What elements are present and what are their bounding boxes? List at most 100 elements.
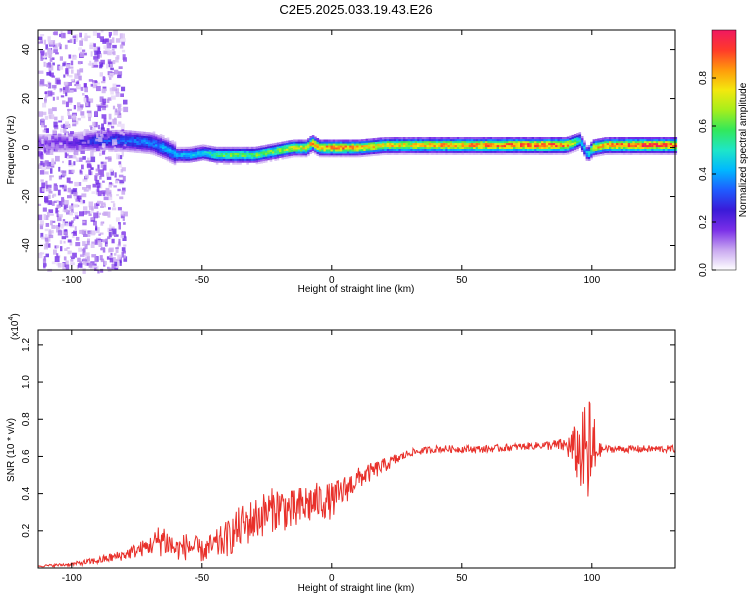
spectrogram-cell [302,145,305,148]
spectrogram-cell [66,142,69,145]
spectrogram-cell [286,144,289,147]
spectrogram-cell [89,142,93,145]
spectrogram-cell [639,146,642,149]
spectrogram-cell [111,87,116,91]
spectrogram-cell [133,138,137,141]
spectrogram-cell [150,152,153,155]
spectrogram-cell [54,136,57,139]
spectrogram-cell [234,160,238,163]
spectrogram-cell [580,138,584,141]
spectrogram-cell [86,240,90,246]
spectrogram-cell [555,139,558,142]
spectrogram-cell [386,144,390,148]
spectrogram-cell [176,152,179,155]
spectrogram-cell [49,175,54,178]
spectrogram-cell [307,140,310,143]
spectrogram-cell [534,137,537,140]
snr-y-ticks: 0.20.40.60.81.01.2 [21,337,675,538]
spectrogram-cell [616,142,619,146]
spectrogram-cell [116,194,119,197]
spectrogram-cell [272,145,275,148]
spectrogram-cell [267,144,270,147]
spectrogram-cell [414,150,418,153]
spectrogram-cell [133,142,137,145]
spectrogram-cell [96,182,101,188]
spectrogram-cell [108,141,111,144]
spectrogram-cell [639,144,642,148]
spectrogram-cell [484,144,488,148]
spectrogram-cell [110,141,114,144]
spectrogram-cell [73,149,79,156]
spectrogram-cell [57,263,62,268]
spectrogram-cell [503,146,507,149]
spectrogram-cell [655,140,659,144]
spectrogram-cell [241,150,245,153]
spectrogram-cell [187,152,191,155]
spectrogram-cell [499,152,502,155]
spectrogram-cell [604,141,607,144]
spectrogram-cell [208,151,212,154]
spectrogram-cell [232,162,235,165]
spectrogram-cell [351,151,355,154]
spectrogram-cell [594,148,598,151]
spectrogram-cell [131,136,135,139]
spectrogram-cell [550,146,554,149]
spectrogram-cell [613,152,617,155]
spectrogram-cell [51,229,54,234]
spectrogram-cell [620,139,624,142]
spectrogram-cell [644,140,647,144]
spectrogram-cell [122,143,125,146]
spectrogram-cell [69,241,73,246]
spectrogram-cell [101,143,106,148]
spectrogram-cell [529,148,532,151]
spectrogram-cell [431,146,434,149]
spectrogram-cell [623,144,626,148]
spectrogram-cell [208,149,212,152]
spectrogram-cell [447,150,451,153]
spectrogram-cell [323,151,327,154]
spectrogram-cell [102,40,107,44]
spectrogram-cell [115,264,119,270]
spectrogram-cell [96,104,101,107]
spectrogram-cell [87,132,90,136]
spectrogram-cell [176,146,179,149]
spectrogram-cell [44,115,48,120]
spectrogram-cell [484,148,488,151]
spectrogram-cell [107,156,112,162]
spectrogram-cell [414,137,418,140]
spectrogram-cell [592,141,596,144]
spectrogram-cell [272,143,275,146]
spectrogram-cell [178,160,181,163]
spectrogram-cell [452,152,455,155]
spectrogram-cell [564,139,568,142]
spectrogram-cell [52,138,55,141]
spectrogram-cell [639,142,642,146]
spectrogram-cell [311,150,315,153]
spectrogram-cell [604,137,607,140]
spectrogram-cell [372,140,376,143]
spectrogram-cell [482,146,486,149]
spectrogram-cell [111,207,117,211]
spectrogram-cell [375,137,378,141]
spectrogram-cell [164,142,167,145]
spectrogram-cell [609,150,612,153]
spectrogram-cell [124,130,128,133]
spectrogram-cell [49,148,53,151]
spectrogram-cell [384,152,387,155]
spectrogram-cell [91,207,94,211]
spectrogram-cell [288,148,291,151]
spectrogram-cell [597,140,600,143]
spectrogram-cell [620,148,624,151]
spectrogram-cell [87,112,92,118]
spectrogram-cell [281,157,284,160]
spectrogram-cell [99,255,103,261]
spectrogram-cell [349,155,352,158]
spectrogram-cell [89,134,93,137]
spectrogram-cell [597,152,600,155]
spectrogram-cell [527,150,530,153]
spectrogram-cell [112,133,116,136]
spectrogram-cell [349,153,352,156]
spectrogram-cell [133,148,137,151]
spectrogram-cell [403,142,406,146]
spectrogram-cell [227,148,231,151]
